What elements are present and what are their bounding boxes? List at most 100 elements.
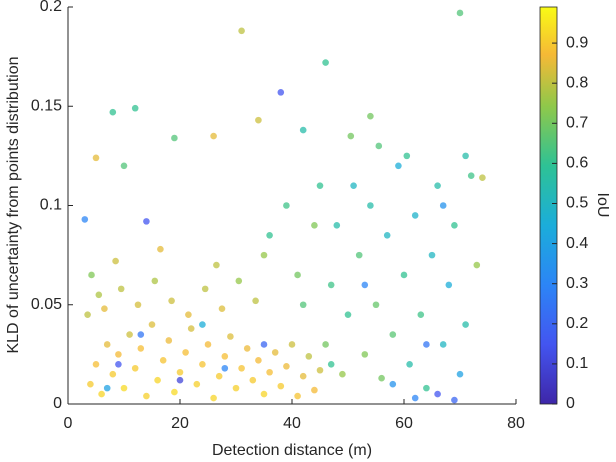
point [171,388,178,396]
point [462,152,469,160]
point [361,281,369,289]
x-tick-label: 60 [395,415,413,432]
point [159,357,167,364]
point [103,384,111,392]
point [316,182,324,189]
point [103,341,111,348]
point [204,341,212,348]
point [88,271,95,279]
point [210,132,217,140]
point [378,374,385,382]
point [439,341,447,348]
point [148,321,156,328]
point [406,361,413,368]
colorbar-tick-label: 0.5 [566,195,588,212]
point [277,89,285,96]
y-tick-label: 0 [53,395,62,412]
point [154,376,161,384]
point [456,370,464,378]
colorbar-tick-label: 0.9 [566,34,588,51]
point [283,362,290,370]
point [221,353,229,360]
point [199,321,206,328]
point [238,364,245,372]
point [115,351,122,358]
point [294,271,301,279]
point [87,380,94,388]
y-label: KLD of uncertainty from points distribut… [5,56,22,353]
point [227,333,234,340]
point [367,202,374,209]
point [187,325,195,332]
colorbar-tick-label: 0.3 [566,275,588,292]
point [109,108,117,116]
point [434,182,441,189]
point [316,366,324,374]
point [462,321,469,328]
point [182,349,189,356]
point [456,9,464,17]
point [151,277,159,285]
colorbar-tick-label: 0 [566,395,575,412]
point [255,357,262,364]
point [199,361,206,368]
point [168,297,175,305]
point [115,361,122,368]
point [367,112,374,120]
point [322,59,329,66]
point [372,301,380,309]
point [109,370,117,378]
point [400,271,408,279]
point [361,351,369,358]
point [92,154,100,162]
point [143,218,150,225]
x-tick-label: 20 [171,415,189,432]
point [389,380,397,388]
point [98,390,105,398]
point [383,231,391,239]
point [467,172,475,180]
point [283,202,290,209]
point [260,251,268,259]
colorbar-tick-label: 0.1 [566,355,588,372]
point [423,384,430,392]
point [311,222,318,229]
point [479,174,486,182]
point [417,311,425,318]
point [327,281,335,289]
point [92,361,100,368]
point [137,345,145,352]
colorbar-tick-label: 0.8 [566,74,588,91]
point [294,392,301,400]
point [218,305,226,313]
colorbar-tick-label: 0.7 [566,115,588,132]
point [451,222,458,229]
point [299,126,307,134]
point [428,251,436,259]
point [260,341,268,348]
point [395,162,402,170]
point [350,182,357,189]
point [215,372,223,380]
x-tick-label: 40 [283,415,301,432]
point [201,285,209,293]
colorbar-tick-label: 0.2 [566,315,588,332]
point [266,231,273,239]
x-tick-label: 80 [507,415,525,432]
point [131,364,139,372]
point [322,341,329,348]
point [473,261,481,269]
point [185,311,192,318]
point [327,361,335,368]
point [157,245,164,253]
point [344,311,352,318]
point [165,337,173,344]
y-tick-label: 0.2 [40,0,62,15]
point [210,394,217,402]
point [176,376,184,384]
point [389,331,397,338]
colorbar [539,6,558,405]
point [339,370,346,378]
point [423,341,430,348]
point [305,353,313,360]
